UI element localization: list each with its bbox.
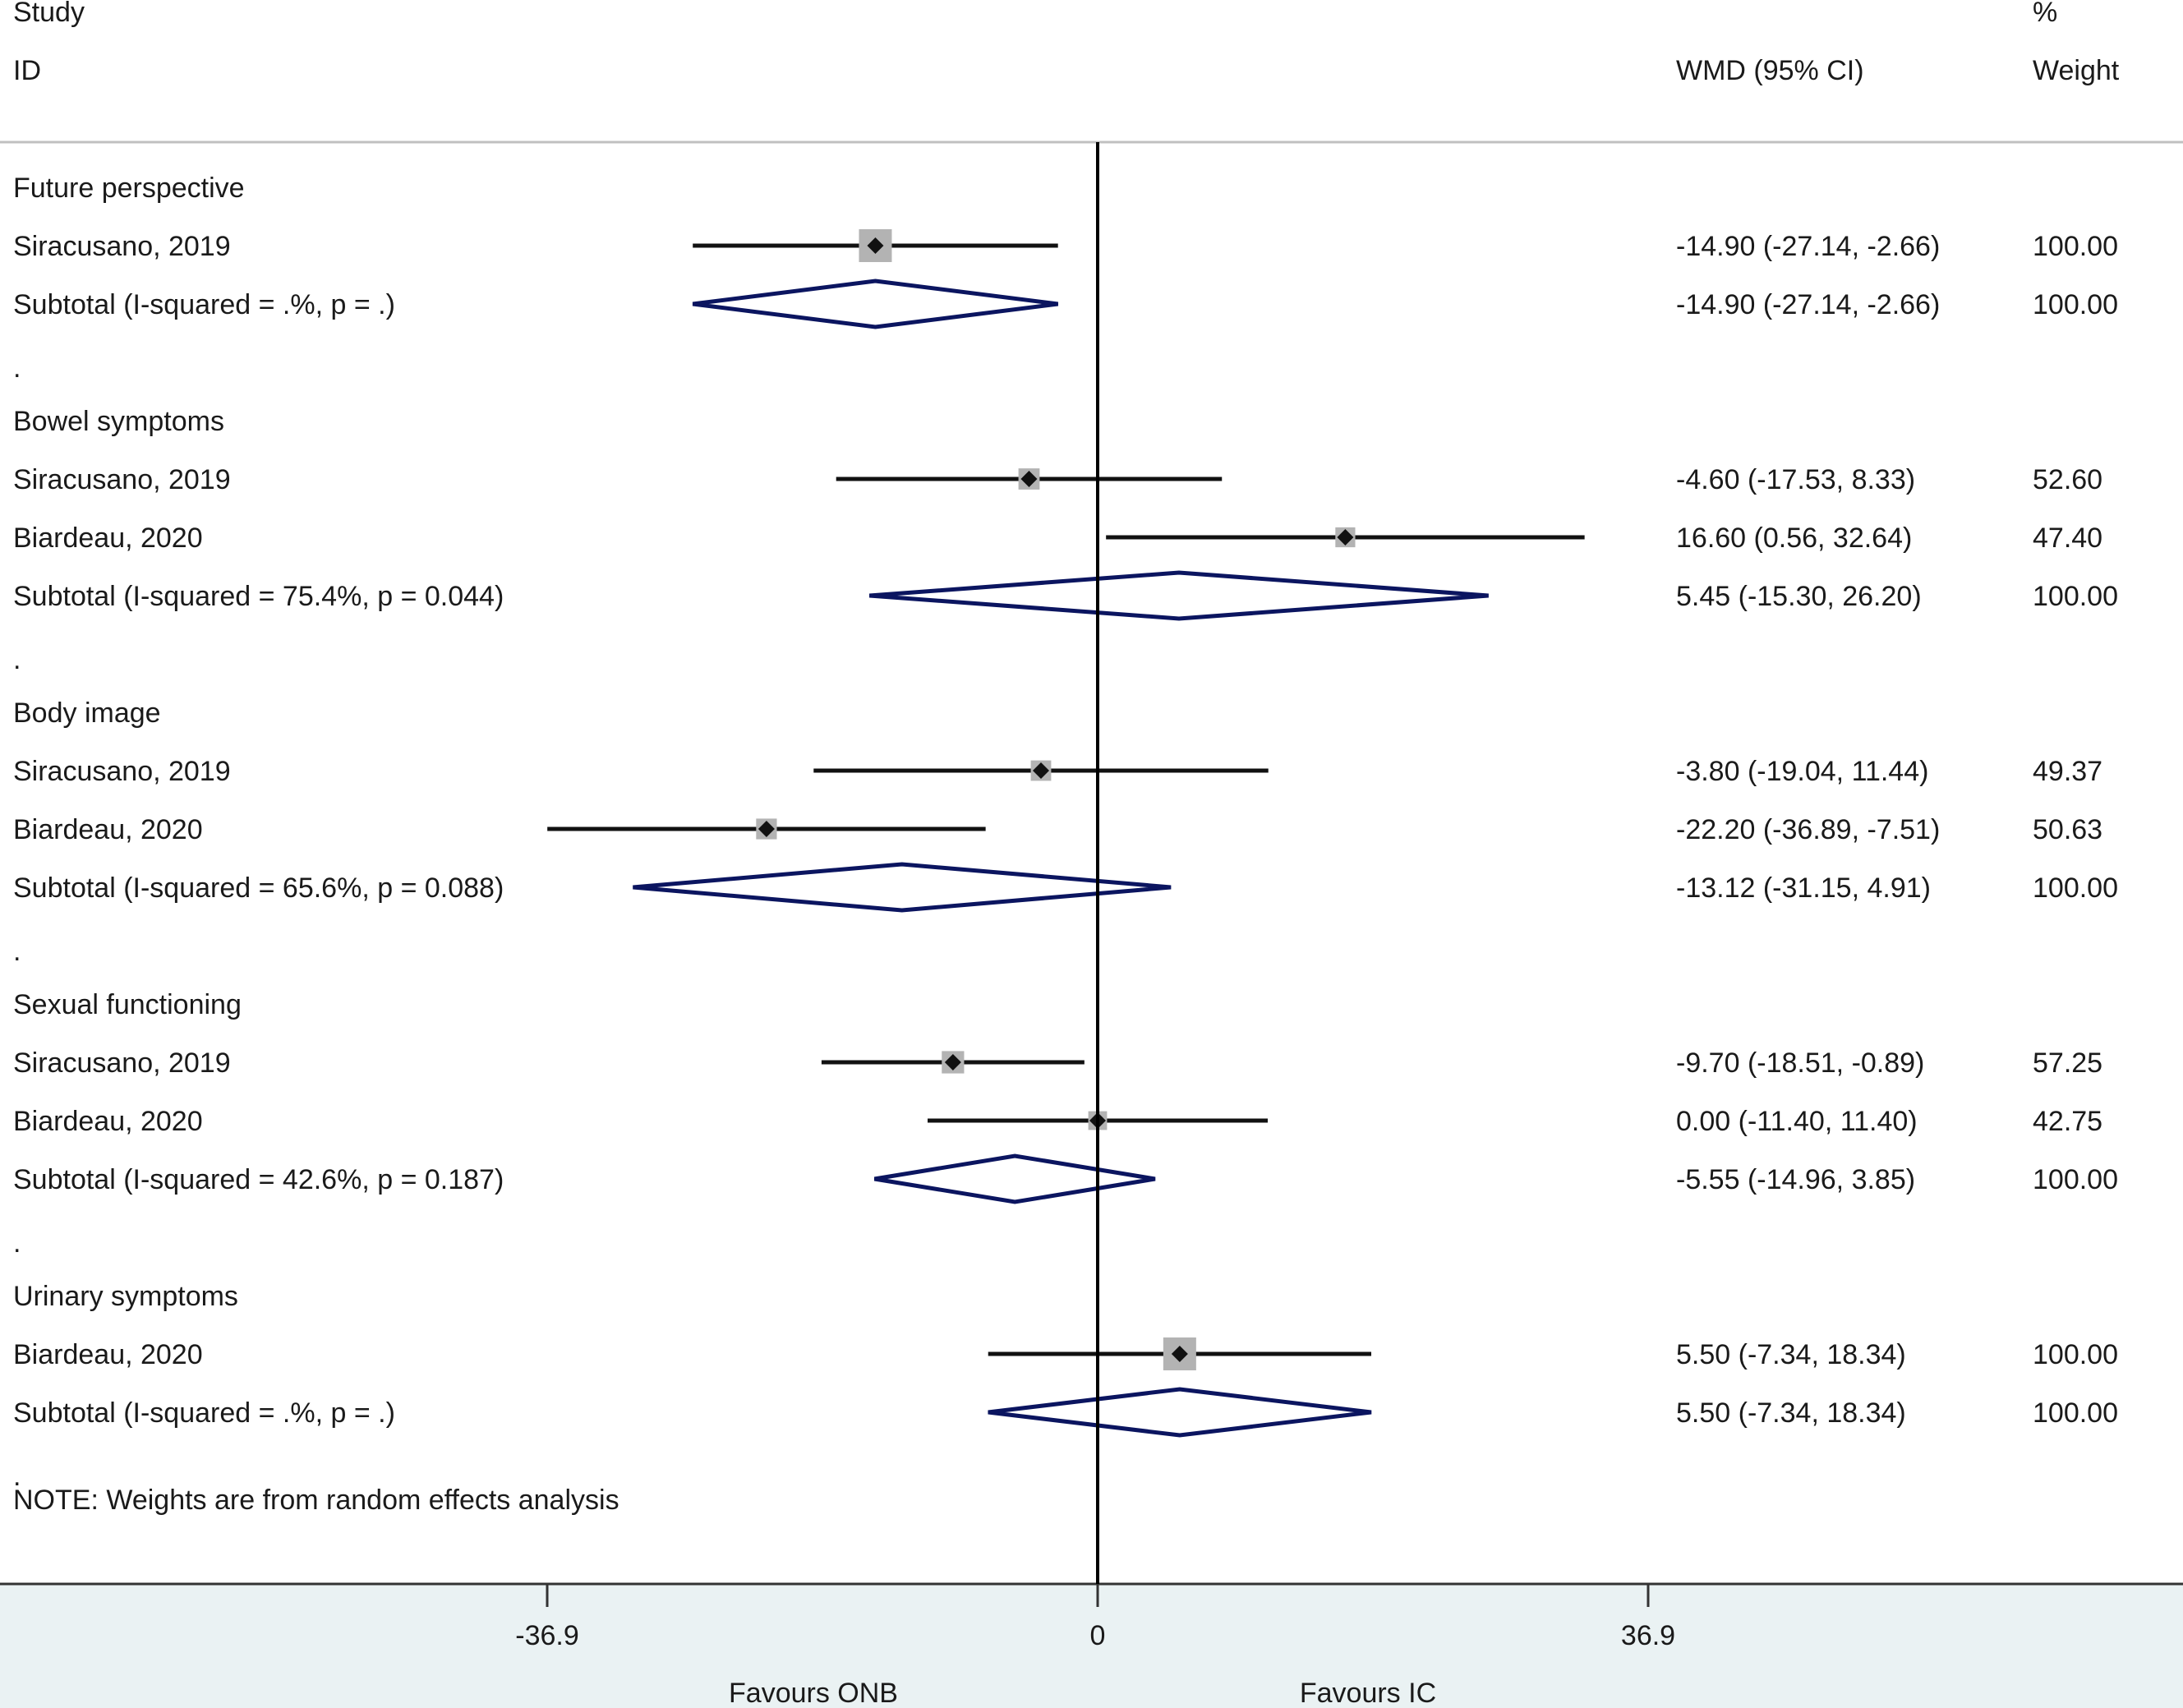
group-spacer-dot: . — [13, 936, 21, 967]
study-ci-text: -4.60 (-17.53, 8.33) — [1676, 464, 1915, 495]
pooled-diamond — [873, 1153, 1156, 1204]
x-tick-label: 0 — [1090, 1620, 1106, 1651]
study-ci-text: 16.60 (0.56, 32.64) — [1676, 523, 1912, 554]
study-ci-text: -9.70 (-18.51, -0.89) — [1676, 1047, 1924, 1079]
pooled-diamond — [692, 279, 1059, 329]
pooled-diamond — [869, 570, 1489, 621]
group-header: Urinary symptoms — [13, 1281, 238, 1312]
study-weight-text: 100.00 — [2033, 1339, 2118, 1370]
point-estimate-marker — [1337, 529, 1354, 546]
subtotal-ci-text: 5.50 (-7.34, 18.34) — [1676, 1397, 1906, 1429]
study-ci-text: -3.80 (-19.04, 11.44) — [1676, 756, 1928, 787]
subtotal-ci-text: -13.12 (-31.15, 4.91) — [1676, 872, 1931, 904]
x-tick-label: -36.9 — [515, 1620, 579, 1651]
favours-left-label: Favours ONB — [729, 1678, 898, 1708]
group-spacer-dot: . — [13, 1227, 21, 1259]
group-spacer-dot: . — [13, 1461, 21, 1492]
study-weight-text: 100.00 — [2033, 231, 2118, 262]
subtotal-label: Subtotal (I-squared = .%, p = .) — [13, 1397, 395, 1429]
x-axis: -36.9 0 36.9 — [515, 142, 1675, 1651]
study-weight-text: 57.25 — [2033, 1047, 2102, 1079]
pooled-diamond — [633, 862, 1172, 913]
subtotal-ci-text: -14.90 (-27.14, -2.66) — [1676, 289, 1940, 320]
forest-rows: Future perspective Siracusano, 2019 -14.90… — [13, 173, 2118, 1492]
percent-header: % — [2033, 0, 2057, 28]
subtotal-label: Subtotal (I-squared = .%, p = .) — [13, 289, 395, 320]
study-label: Biardeau, 2020 — [13, 1339, 203, 1370]
study-label: Siracusano, 2019 — [13, 464, 231, 495]
group-header: Sexual functioning — [13, 989, 242, 1020]
study-label: Siracusano, 2019 — [13, 756, 231, 787]
point-estimate-marker — [758, 821, 775, 837]
study-weight-text: 52.60 — [2033, 464, 2102, 495]
subtotal-weight-text: 100.00 — [2033, 872, 2118, 904]
subtotal-label: Subtotal (I-squared = 75.4%, p = 0.044) — [13, 581, 504, 612]
subtotal-weight-text: 100.00 — [2033, 289, 2118, 320]
subtotal-weight-text: 100.00 — [2033, 581, 2118, 612]
point-estimate-marker — [1033, 762, 1050, 779]
axis-panel — [0, 1584, 2183, 1708]
study-weight-text: 42.75 — [2033, 1106, 2102, 1137]
study-label: Biardeau, 2020 — [13, 523, 203, 554]
x-tick-label: 36.9 — [1621, 1620, 1675, 1651]
subtotal-label: Subtotal (I-squared = 42.6%, p = 0.187) — [13, 1164, 504, 1195]
point-estimate-marker — [944, 1054, 961, 1070]
estimate-header: WMD (95% CI) — [1676, 55, 1864, 86]
weight-header: Weight — [2033, 55, 2120, 86]
footnote: NOTE: Weights are from random effects an… — [13, 1485, 619, 1516]
study-label: Biardeau, 2020 — [13, 1106, 203, 1137]
study-ci-text: -14.90 (-27.14, -2.66) — [1676, 231, 1940, 262]
point-estimate-marker — [867, 237, 884, 254]
favours-right-label: Favours IC — [1300, 1678, 1436, 1708]
subtotal-weight-text: 100.00 — [2033, 1397, 2118, 1429]
group-header: Future perspective — [13, 173, 245, 204]
subtotal-weight-text: 100.00 — [2033, 1164, 2118, 1195]
id-header: ID — [13, 55, 41, 86]
subtotal-ci-text: -5.55 (-14.96, 3.85) — [1676, 1164, 1915, 1195]
study-header: Study — [13, 0, 85, 28]
study-weight-text: 47.40 — [2033, 523, 2102, 554]
study-label: Biardeau, 2020 — [13, 814, 203, 845]
study-label: Siracusano, 2019 — [13, 1047, 231, 1079]
study-ci-text: 5.50 (-7.34, 18.34) — [1676, 1339, 1906, 1370]
study-weight-text: 50.63 — [2033, 814, 2102, 845]
study-label: Siracusano, 2019 — [13, 231, 231, 262]
point-estimate-marker — [1020, 471, 1038, 487]
subtotal-label: Subtotal (I-squared = 65.6%, p = 0.088) — [13, 872, 504, 904]
point-estimate-marker — [1171, 1346, 1188, 1362]
group-spacer-dot: . — [13, 644, 21, 675]
study-ci-text: 0.00 (-11.40, 11.40) — [1676, 1106, 1918, 1137]
study-ci-text: -22.20 (-36.89, -7.51) — [1676, 814, 1940, 845]
group-header: Bowel symptoms — [13, 406, 224, 437]
group-header: Body image — [13, 697, 161, 729]
group-spacer-dot: . — [13, 352, 21, 384]
pooled-diamond — [988, 1387, 1372, 1438]
subtotal-ci-text: 5.45 (-15.30, 26.20) — [1676, 581, 1922, 612]
study-weight-text: 49.37 — [2033, 756, 2102, 787]
